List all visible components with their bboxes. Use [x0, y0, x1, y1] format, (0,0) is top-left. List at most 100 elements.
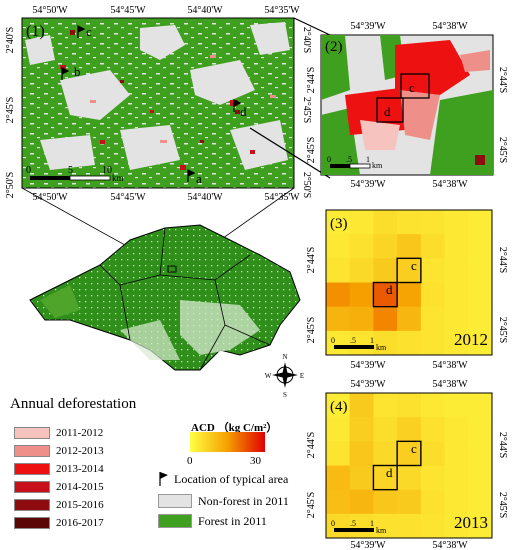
acd-grid-cell [468, 258, 493, 283]
area-label: a [196, 171, 202, 186]
acd-grid-cell [468, 489, 493, 515]
tick-label: 54°39'W [350, 379, 386, 390]
acd-grid-cell [468, 441, 493, 466]
acd-grid-cell [349, 465, 374, 490]
legend-item: 2015-2016 [14, 498, 104, 512]
acd-grid-cell [349, 489, 374, 515]
acd-grid-cell [468, 306, 493, 332]
tick-label: 2°44'S [497, 67, 508, 93]
acd-grid-cell [373, 330, 398, 356]
legend-label: 2014-2015 [56, 481, 104, 493]
tick-label: 2°45'S [306, 317, 317, 343]
acd-grid-cell [373, 234, 398, 259]
tick-label: 54°39'W [350, 540, 386, 550]
scale-unit: km [112, 173, 124, 183]
panel-3-acd-2012 [325, 209, 493, 356]
acd-grid-cell [468, 393, 493, 418]
acd-grid-cell [468, 234, 493, 259]
scale-unit: km [376, 343, 387, 352]
tick-label: 2°40'S [301, 27, 312, 53]
acd-grid-cell [468, 417, 493, 442]
compass-w: W [265, 372, 272, 380]
scale-unit: km [372, 161, 383, 170]
box-label: c [411, 441, 417, 456]
acd-grid-cell [349, 258, 374, 283]
non-forest-label: Non-forest in 2011 [198, 493, 289, 508]
tick-label: 2°44'S [306, 67, 317, 93]
acd-grid-cell [349, 513, 374, 539]
acd-grid-cell [373, 282, 398, 307]
acd-grid-cell [326, 258, 351, 283]
tick-label: 2°45'S [497, 492, 508, 518]
acd-grid-cell [444, 306, 469, 332]
scale-label: .5 [350, 519, 356, 528]
acd-grid-cell [397, 441, 422, 466]
acd-grid-cell [326, 441, 351, 466]
tick-label: 54°39'W [350, 179, 386, 190]
acd-grid-cell [444, 234, 469, 259]
acd-grid-cell [349, 441, 374, 466]
acd-grid-cell [420, 513, 445, 539]
acd-grid-cell [444, 465, 469, 490]
acd-grid-cell [420, 210, 445, 235]
acd-grid-cell [468, 330, 493, 356]
acd-grid-cell [326, 306, 351, 332]
tick-label: 54°45'W [110, 192, 146, 203]
acd-grid-cell [420, 393, 445, 418]
tick-label: 54°40'W [187, 192, 223, 203]
tick-label: 54°38'W [432, 21, 468, 32]
acd-grid-cell [420, 330, 445, 356]
area-label: c [86, 24, 92, 39]
acd-grid-cell [444, 393, 469, 418]
typical-area-flag-icon [159, 472, 168, 486]
acd-grid-cell [397, 465, 422, 490]
acd-grid-cell [444, 210, 469, 235]
panel-label: (3) [330, 216, 348, 232]
legend-swatch [14, 445, 50, 457]
acd-grid-cell [349, 282, 374, 307]
panel-year: 2012 [454, 330, 488, 349]
non-forest-legend: Non-forest in 2011 [158, 494, 289, 508]
legend-swatch [14, 499, 50, 511]
legend-swatch [14, 427, 50, 439]
forest-swatch [158, 514, 192, 528]
acd-grid-cell [444, 330, 469, 356]
acd-grid-cell [326, 417, 351, 442]
connector-line [293, 17, 331, 36]
tick-label: 2°45'S [301, 97, 312, 123]
legend-label: 2015-2016 [56, 499, 104, 511]
tick-label: 2°44'S [306, 432, 317, 458]
scale-label: 0 [26, 165, 31, 176]
acd-legend-title: ACD （kg C/m²） [191, 422, 278, 434]
panel-1-overview-map [21, 17, 295, 189]
typical-area-box [396, 257, 422, 284]
legend-label: 2011-2012 [56, 427, 104, 439]
acd-grid-cell [420, 417, 445, 442]
compass-e: E [300, 372, 304, 380]
box-label: c [411, 258, 417, 273]
acd-grid-cell [468, 210, 493, 235]
legend-swatch [14, 463, 50, 475]
acd-grid-cell [397, 306, 422, 332]
acd-grid-cell [373, 258, 398, 283]
legend-label: 2013-2014 [56, 463, 104, 475]
scale-label: 0 [331, 519, 335, 528]
acd-color-ramp [190, 432, 265, 452]
tick-label: 2°45'S [5, 97, 16, 123]
acd-grid-cell [373, 441, 398, 466]
scale-label: 0 [327, 155, 331, 164]
acd-grid-cell [468, 513, 493, 539]
acd-grid-cell [349, 234, 374, 259]
acd-grid-cell [349, 330, 374, 356]
acd-grid-cell [373, 465, 398, 490]
box-label: d [386, 282, 393, 297]
acd-grid-cell [349, 210, 374, 235]
tick-label: 54°35'W [264, 192, 300, 203]
acd-grid-cell [420, 465, 445, 490]
legend-swatch [14, 481, 50, 493]
panel-label: (2) [325, 39, 343, 55]
area-label: d [240, 104, 247, 119]
legend-item: 2011-2012 [14, 426, 103, 440]
tick-label: 2°50'S [301, 172, 312, 198]
